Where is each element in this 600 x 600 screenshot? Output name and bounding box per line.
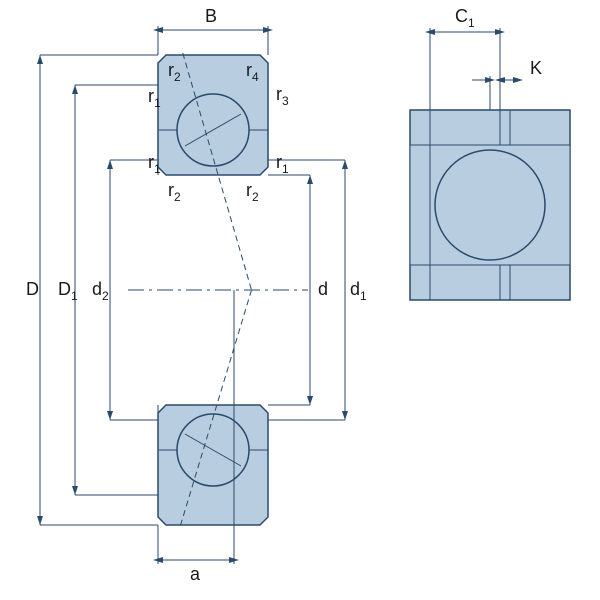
bearing-diagram: BaDD1d2dd1r1r2r4r3r1r2r1r2C1K <box>0 0 600 600</box>
dim-label: d <box>318 279 328 299</box>
dim-label: B <box>205 6 217 26</box>
aux-view <box>410 28 570 300</box>
aux-ball <box>435 150 545 260</box>
dim-label: C1 <box>455 6 475 30</box>
dim-label: D <box>26 279 39 299</box>
dim-label: r3 <box>276 84 289 108</box>
dim-label: r2 <box>246 180 259 204</box>
dim-label: r2 <box>168 180 181 204</box>
dim-label: d2 <box>92 279 109 303</box>
dim-label: K <box>530 58 542 78</box>
dim-label: a <box>190 564 201 584</box>
dim-label: d1 <box>350 279 367 303</box>
dim-label: r1 <box>276 152 289 176</box>
